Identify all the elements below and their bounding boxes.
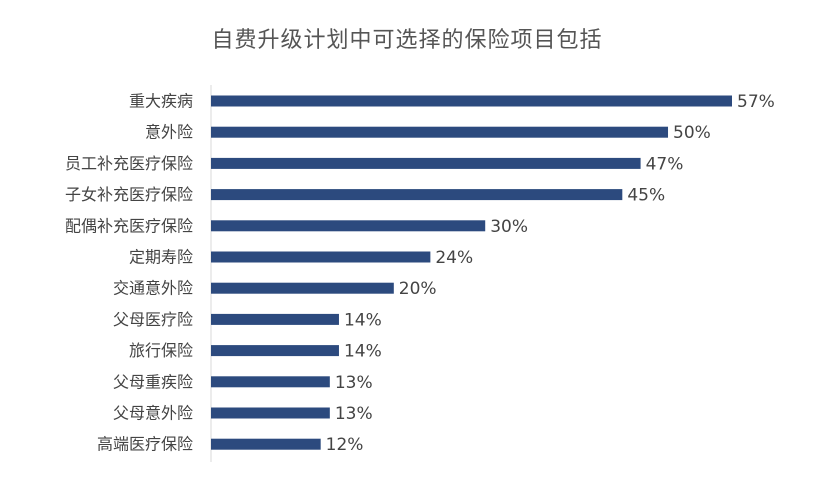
value-label: 13%: [335, 404, 373, 424]
bar: [211, 251, 431, 263]
category-label: 员工补充医疗保险: [65, 154, 193, 173]
bar: [211, 189, 623, 201]
category-label: 父母意外险: [113, 404, 193, 423]
value-label: 50%: [673, 123, 711, 143]
bar: [211, 313, 339, 325]
category-label: 定期寿险: [129, 248, 193, 267]
bar: [211, 220, 486, 232]
bar: [211, 95, 732, 107]
bar: [211, 438, 321, 450]
category-label: 子女补充医疗保险: [65, 185, 193, 204]
value-label: 57%: [737, 92, 775, 112]
bar: [211, 126, 669, 138]
bars-layer: 重大疾病 57% 意外险 50% 员工补充医疗保险 47% 子女补充医疗保险 45% 配偶补充医…: [65, 92, 775, 456]
bar: [211, 282, 394, 294]
value-label: 14%: [344, 342, 382, 362]
value-label: 20%: [399, 279, 437, 299]
bar: [211, 407, 330, 419]
bar: [211, 345, 339, 357]
value-label: 14%: [344, 310, 382, 330]
chart-title: 自费升级计划中可选择的保险项目包括: [211, 28, 603, 53]
category-label: 重大疾病: [129, 92, 193, 111]
value-label: 13%: [335, 373, 373, 393]
value-label: 30%: [490, 217, 528, 237]
category-label: 旅行保险: [129, 341, 193, 360]
category-label: 高端医疗保险: [97, 435, 193, 454]
bar: [211, 376, 330, 388]
value-label: 12%: [326, 435, 364, 455]
category-label: 父母重疾险: [113, 372, 193, 391]
category-label: 父母医疗险: [113, 310, 193, 329]
value-label: 47%: [646, 154, 684, 174]
category-label: 配偶补充医疗保险: [65, 216, 193, 235]
value-label: 45%: [627, 186, 665, 206]
category-label: 交通意外险: [113, 279, 193, 298]
value-label: 24%: [435, 248, 473, 268]
bar: [211, 157, 641, 169]
category-label: 意外险: [145, 123, 193, 142]
